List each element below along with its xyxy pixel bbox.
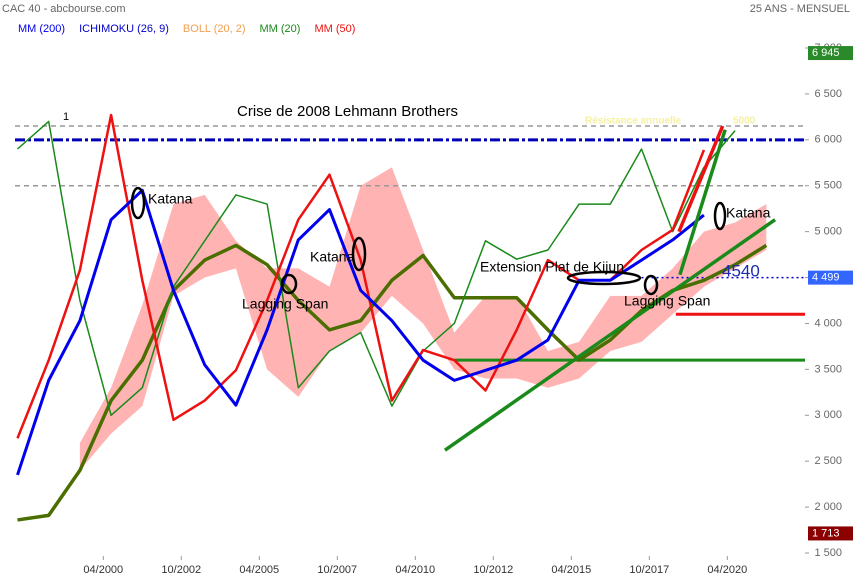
y-tick-label: 4 000 [814,317,842,329]
x-tick-label: 10/2007 [317,564,357,576]
series-line [17,243,768,522]
annotation: 1 [63,111,69,123]
price-label: 4 499 [812,272,840,284]
annotation: Katana [310,249,355,265]
annotation: 5000 [733,116,756,127]
annotation: 4540 [722,261,760,280]
legend-entry: MM (20) [260,23,301,35]
trendline [678,129,727,276]
chart-subtitle: 25 ANS - MENSUEL [750,3,850,15]
x-tick-label: 10/2012 [473,564,513,576]
y-tick-label: 3 000 [814,409,842,421]
y-tick-label: 2 500 [814,455,842,467]
highlight-oval [351,236,367,272]
x-tick-label: 04/2000 [83,564,123,576]
legend-entry: BOLL (20, 2) [183,23,246,35]
annotation: Lagging Span [624,293,710,309]
annotation: Crise de 2008 Lehmann Brothers [237,103,458,120]
price-label: 6 945 [812,47,840,59]
annotations: 1 Crise de 2008 Lehmann Brothers Katana … [63,103,771,312]
y-tick-label: 5 000 [814,226,842,238]
ichimoku-cloud [79,167,767,471]
price-label-box [808,46,853,61]
legend-entry: MM (200) [18,23,65,35]
legend-entry: MM (50) [314,23,355,35]
x-tick-label: 10/2017 [629,564,669,576]
highlight-oval [280,273,298,295]
y-tick-label: 5 500 [814,180,842,192]
trendline [677,125,725,233]
x-tick-label: 04/2020 [707,564,747,576]
annotation: Extension Plat de Kijun [480,259,624,275]
highlight-oval [566,270,642,286]
legend-entry: ICHIMOKU (26, 9) [79,23,169,35]
legend: MM (200) ICHIMOKU (26, 9) BOLL (20, 2) MM (… [18,23,355,35]
price-label-box [808,526,853,541]
annotation: Katana [148,191,193,207]
series-line [16,120,736,417]
price-label-box [808,270,853,285]
x-tick-label: 04/2010 [395,564,435,576]
chart-title: CAC 40 - abcbourse.com [2,3,126,15]
annotation: Lagging Span [242,296,328,312]
y-tick-label: 6 500 [814,88,842,100]
x-tick-label: 10/2002 [161,564,201,576]
x-tick-label: 04/2015 [551,564,591,576]
trendline [443,218,777,452]
x-tick-label: 04/2005 [239,564,279,576]
y-tick-label: 1 500 [814,547,842,559]
highlight-oval [643,274,659,296]
y-tick-label: 3 500 [814,363,842,375]
y-tick-label: 6 000 [814,134,842,146]
annotation: Katana [726,205,771,221]
price-label: 1 713 [812,527,840,539]
highlight-oval [130,186,146,220]
annotation: Résistance annuelle [585,116,682,127]
highlight-oval [713,201,727,231]
y-tick-label: 2 000 [814,501,842,513]
